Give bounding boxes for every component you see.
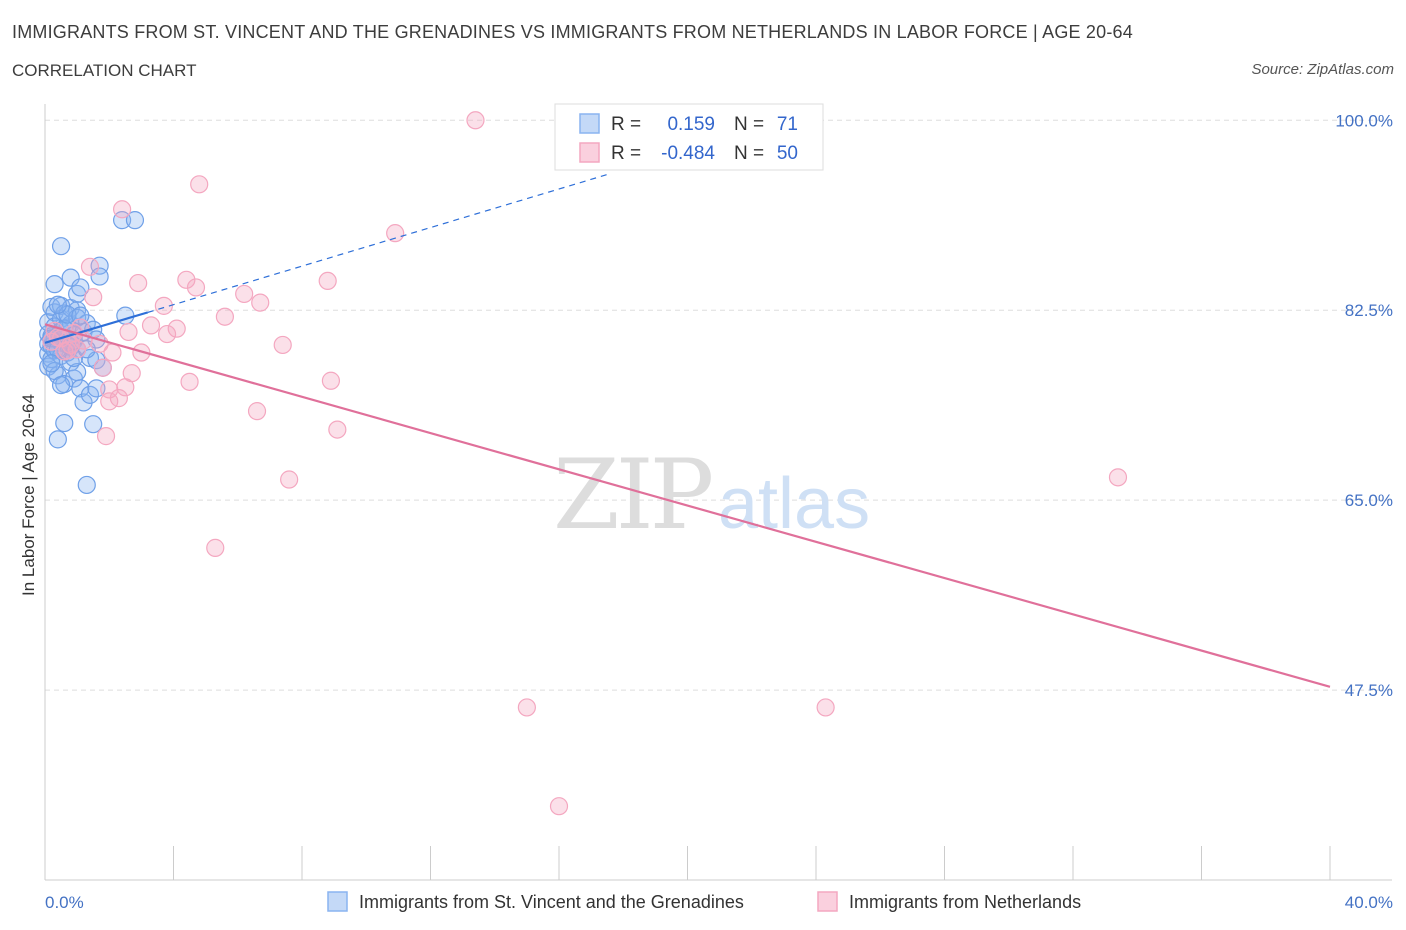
point-st-vincent-46 xyxy=(77,475,96,495)
y-tick-label-3: 47.5% xyxy=(1345,681,1393,700)
point-netherlands-5 xyxy=(177,270,196,289)
legend-bottom-swatch-netherlands xyxy=(817,891,838,912)
legend-bottom: Immigrants from St. Vincent and the Gren… xyxy=(327,891,1081,912)
point-netherlands-32 xyxy=(328,420,347,439)
point-netherlands-29 xyxy=(109,389,128,408)
point-st-vincent-23 xyxy=(55,413,74,433)
y-tick-label-0: 100.0% xyxy=(1335,111,1393,130)
legend-bottom-label-netherlands: Immigrants from Netherlands xyxy=(849,892,1081,912)
point-netherlands-1 xyxy=(190,175,209,194)
point-netherlands-35 xyxy=(206,538,225,557)
point-netherlands-13 xyxy=(215,307,234,326)
y-tick-labels: 100.0% 82.5% 65.0% 47.5% xyxy=(1335,111,1393,700)
point-netherlands-38 xyxy=(549,797,569,816)
point-netherlands-30 xyxy=(100,392,119,411)
x-tick-label-0: 0.0% xyxy=(45,893,84,912)
point-st-vincent-64 xyxy=(112,211,132,230)
point-netherlands-3 xyxy=(386,224,405,243)
point-netherlands-15 xyxy=(167,319,186,338)
legend-r-value-netherlands: -0.484 xyxy=(661,143,715,164)
point-netherlands-27 xyxy=(321,371,341,390)
point-st-vincent-28 xyxy=(61,268,80,287)
point-st-vincent-55 xyxy=(90,267,109,286)
point-netherlands-16 xyxy=(119,322,138,342)
point-netherlands-18 xyxy=(273,335,292,355)
point-st-vincent-41 xyxy=(71,379,90,398)
point-st-vincent-42 xyxy=(71,278,90,297)
point-st-vincent-44 xyxy=(74,393,93,412)
point-netherlands-8 xyxy=(129,273,148,293)
watermark-zip: ZIP xyxy=(553,439,712,551)
watermark: ZIP atlas xyxy=(553,439,870,551)
point-st-vincent-67 xyxy=(42,354,61,373)
legend-r-label: R = xyxy=(611,114,641,135)
point-netherlands-24 xyxy=(93,358,112,377)
point-st-vincent-69 xyxy=(48,295,67,314)
x-tick-labels: 0.0% 40.0% xyxy=(45,893,1393,912)
x-tick-label-1: 40.0% xyxy=(1345,893,1393,912)
point-netherlands-49 xyxy=(58,341,77,360)
point-netherlands-36 xyxy=(517,698,536,717)
point-st-vincent-16 xyxy=(51,237,71,256)
point-netherlands-4 xyxy=(80,257,100,276)
point-netherlands-37 xyxy=(816,698,835,717)
point-netherlands-31 xyxy=(247,402,267,421)
point-netherlands-6 xyxy=(318,271,337,291)
point-netherlands-7 xyxy=(186,278,206,297)
legend-swatch-netherlands xyxy=(579,142,600,163)
point-netherlands-0 xyxy=(466,111,485,130)
y-tick-label-2: 65.0% xyxy=(1345,491,1393,510)
point-netherlands-33 xyxy=(96,427,116,446)
point-netherlands-12 xyxy=(154,296,173,315)
chart-title: IMMIGRANTS FROM ST. VINCENT AND THE GREN… xyxy=(12,22,1133,42)
legend-n-label: N = xyxy=(734,114,764,135)
legend-bottom-swatch-st-vincent xyxy=(327,891,348,912)
point-st-vincent-48 xyxy=(80,385,100,404)
series-netherlands xyxy=(42,111,1128,816)
point-st-vincent-65 xyxy=(125,211,145,230)
point-st-vincent-61 xyxy=(58,305,77,324)
legend-r-value-st-vincent: 0.159 xyxy=(667,114,715,135)
point-netherlands-28 xyxy=(116,378,135,397)
point-st-vincent-54 xyxy=(90,256,109,275)
point-netherlands-34 xyxy=(280,470,299,489)
point-st-vincent-68 xyxy=(51,375,71,395)
legend-n-value-netherlands: 50 xyxy=(777,143,798,164)
grid-lines xyxy=(45,119,1392,691)
trend-line-st-vincent-extension xyxy=(147,173,608,313)
point-netherlands-14 xyxy=(141,316,161,335)
point-netherlands-2 xyxy=(112,200,132,219)
trend-lines xyxy=(44,173,1331,688)
legend-n-label-2: N = xyxy=(734,143,764,164)
point-st-vincent-37 xyxy=(68,301,87,320)
trend-line-netherlands xyxy=(44,323,1331,688)
point-netherlands-39 xyxy=(1108,468,1128,487)
trend-line-st-vincent xyxy=(44,311,149,344)
chart-subtitle: CORRELATION CHART xyxy=(12,61,197,80)
point-netherlands-10 xyxy=(84,288,103,307)
point-st-vincent-49 xyxy=(84,415,103,434)
legend-bottom-label-st-vincent: Immigrants from St. Vincent and the Gren… xyxy=(359,892,744,912)
source-label: Source: ZipAtlas.com xyxy=(1251,61,1394,78)
point-netherlands-26 xyxy=(180,372,199,391)
axes xyxy=(44,104,1392,881)
point-st-vincent-53 xyxy=(87,379,106,398)
point-netherlands-17 xyxy=(157,324,177,344)
legend-n-value-st-vincent: 71 xyxy=(777,114,798,135)
watermark-atlas: atlas xyxy=(718,464,870,544)
y-axis-label: In Labor Force | Age 20-64 xyxy=(19,394,38,596)
legend-top: R = 0.159 N = 71 R = -0.484 N = 50 xyxy=(554,103,824,171)
legend-swatch-st-vincent xyxy=(579,113,600,134)
point-netherlands-11 xyxy=(251,293,270,312)
point-st-vincent-9 xyxy=(45,275,64,294)
legend-r-label-2: R = xyxy=(611,143,641,164)
point-st-vincent-15 xyxy=(48,430,67,449)
point-netherlands-9 xyxy=(235,284,254,304)
y-tick-label-1: 82.5% xyxy=(1345,301,1393,320)
point-netherlands-21 xyxy=(103,343,122,362)
